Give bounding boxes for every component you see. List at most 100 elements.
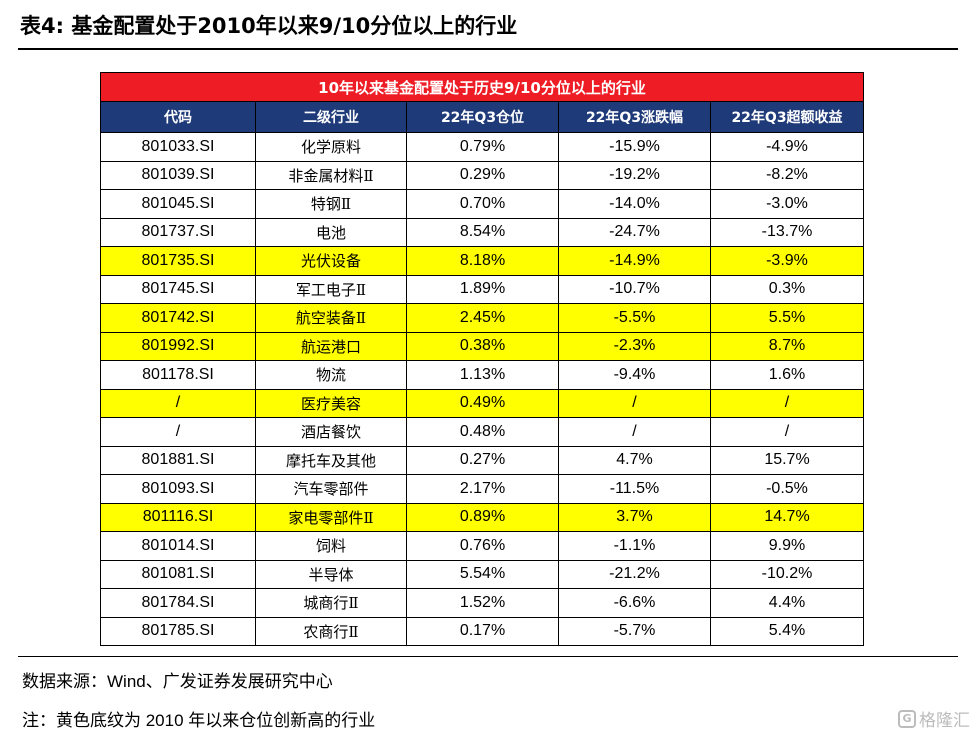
table-row: 801116.SI 家电零部件Ⅱ 0.89% 3.7% 14.7% — [100, 502, 864, 532]
table-row: 801881.SI 摩托车及其他 0.27% 4.7% 15.7% — [100, 445, 864, 475]
table-row: 801045.SI 特钢Ⅱ 0.70% -14.0% -3.0% — [100, 189, 864, 219]
cell-change: -5.7% — [558, 616, 711, 646]
cell-position: 0.48% — [406, 417, 559, 447]
cell-excess: -3.9% — [710, 246, 864, 276]
cell-code: 801745.SI — [100, 274, 256, 304]
cell-code: 801033.SI — [100, 132, 256, 162]
cell-position: 2.45% — [406, 303, 559, 333]
cell-code: 801785.SI — [100, 616, 256, 646]
cell-code: 801045.SI — [100, 189, 256, 219]
cell-change: -6.6% — [558, 588, 711, 618]
cell-position: 1.13% — [406, 360, 559, 390]
cell-position: 0.49% — [406, 388, 559, 418]
cell-excess: / — [710, 417, 864, 447]
table-banner-row: 10年以来基金配置处于历史9/10分位以上的行业 — [100, 72, 864, 102]
cell-industry: 城商行Ⅱ — [255, 588, 407, 618]
cell-code: / — [100, 417, 256, 447]
table-row: 801737.SI 电池 8.54% -24.7% -13.7% — [100, 217, 864, 247]
cell-industry: 电池 — [255, 217, 407, 247]
cell-change: / — [558, 417, 711, 447]
document-title: 表4: 基金配置处于2010年以来9/10分位以上的行业 — [20, 14, 518, 38]
cell-position: 0.76% — [406, 531, 559, 561]
highlight-note: 注：黄色底纹为 2010 年以来仓位创新高的行业 — [22, 711, 376, 730]
cell-industry: 物流 — [255, 360, 407, 390]
cell-change: 3.7% — [558, 502, 711, 532]
cell-change: -15.9% — [558, 132, 711, 162]
cell-position: 0.27% — [406, 445, 559, 475]
cell-industry: 非金属材料Ⅱ — [255, 160, 407, 190]
table-row: / 酒店餐饮 0.48% / / — [100, 417, 864, 447]
cell-position: 1.89% — [406, 274, 559, 304]
cell-industry: 家电零部件Ⅱ — [255, 502, 407, 532]
cell-excess: 0.3% — [710, 274, 864, 304]
cell-excess: 8.7% — [710, 331, 864, 361]
cell-industry: 农商行Ⅱ — [255, 616, 407, 646]
header-position: 22年Q3仓位 — [406, 101, 559, 133]
table-banner: 10年以来基金配置处于历史9/10分位以上的行业 — [100, 72, 864, 102]
table-row: 801742.SI 航空装备Ⅱ 2.45% -5.5% 5.5% — [100, 303, 864, 333]
cell-change: -5.5% — [558, 303, 711, 333]
cell-position: 0.17% — [406, 616, 559, 646]
cell-position: 0.70% — [406, 189, 559, 219]
cell-code: 801735.SI — [100, 246, 256, 276]
cell-code: 801014.SI — [100, 531, 256, 561]
table-row: 801745.SI 军工电子Ⅱ 1.89% -10.7% 0.3% — [100, 274, 864, 304]
cell-change: -14.9% — [558, 246, 711, 276]
cell-code: 801039.SI — [100, 160, 256, 190]
cell-excess: 15.7% — [710, 445, 864, 475]
cell-change: -1.1% — [558, 531, 711, 561]
table-row: 801178.SI 物流 1.13% -9.4% 1.6% — [100, 360, 864, 390]
cell-industry: 航空装备Ⅱ — [255, 303, 407, 333]
cell-industry: 光伏设备 — [255, 246, 407, 276]
cell-change: -24.7% — [558, 217, 711, 247]
gelonghui-logo-icon: G — [898, 709, 916, 728]
cell-change: / — [558, 388, 711, 418]
table-row: 801093.SI 汽车零部件 2.17% -11.5% -0.5% — [100, 474, 864, 504]
cell-excess: -0.5% — [710, 474, 864, 504]
cell-code: 801093.SI — [100, 474, 256, 504]
table-row: 801785.SI 农商行Ⅱ 0.17% -5.7% 5.4% — [100, 616, 864, 646]
cell-position: 5.54% — [406, 559, 559, 589]
cell-code: 801742.SI — [100, 303, 256, 333]
cell-code: 801881.SI — [100, 445, 256, 475]
cell-code: 801737.SI — [100, 217, 256, 247]
cell-excess: -3.0% — [710, 189, 864, 219]
cell-industry: 摩托车及其他 — [255, 445, 407, 475]
table-header-row: 代码 二级行业 22年Q3仓位 22年Q3涨跌幅 22年Q3超额收益 — [100, 101, 864, 133]
cell-change: 4.7% — [558, 445, 711, 475]
cell-position: 8.18% — [406, 246, 559, 276]
cell-code: 801784.SI — [100, 588, 256, 618]
table-row: 801784.SI 城商行Ⅱ 1.52% -6.6% 4.4% — [100, 588, 864, 618]
cell-industry: 汽车零部件 — [255, 474, 407, 504]
top-rule — [18, 48, 958, 50]
cell-excess: 5.5% — [710, 303, 864, 333]
cell-position: 0.79% — [406, 132, 559, 162]
cell-code: 801081.SI — [100, 559, 256, 589]
cell-code: 801116.SI — [100, 502, 256, 532]
cell-code: 801992.SI — [100, 331, 256, 361]
header-code: 代码 — [100, 101, 256, 133]
header-industry: 二级行业 — [255, 101, 407, 133]
cell-excess: 14.7% — [710, 502, 864, 532]
cell-industry: 半导体 — [255, 559, 407, 589]
cell-industry: 医疗美容 — [255, 388, 407, 418]
table-row: 801039.SI 非金属材料Ⅱ 0.29% -19.2% -8.2% — [100, 160, 864, 190]
cell-industry: 军工电子Ⅱ — [255, 274, 407, 304]
cell-change: -2.3% — [558, 331, 711, 361]
table-row: 801081.SI 半导体 5.54% -21.2% -10.2% — [100, 559, 864, 589]
cell-change: -21.2% — [558, 559, 711, 589]
cell-excess: -4.9% — [710, 132, 864, 162]
cell-industry: 饲料 — [255, 531, 407, 561]
cell-change: -10.7% — [558, 274, 711, 304]
header-change: 22年Q3涨跌幅 — [558, 101, 711, 133]
cell-position: 0.38% — [406, 331, 559, 361]
cell-code: / — [100, 388, 256, 418]
cell-change: -19.2% — [558, 160, 711, 190]
cell-excess: 4.4% — [710, 588, 864, 618]
table-row: 801735.SI 光伏设备 8.18% -14.9% -3.9% — [100, 246, 864, 276]
cell-position: 0.29% — [406, 160, 559, 190]
watermark-text: 格隆汇 — [919, 711, 970, 731]
table-row: 801992.SI 航运港口 0.38% -2.3% 8.7% — [100, 331, 864, 361]
table-row: / 医疗美容 0.49% / / — [100, 388, 864, 418]
cell-excess: 9.9% — [710, 531, 864, 561]
